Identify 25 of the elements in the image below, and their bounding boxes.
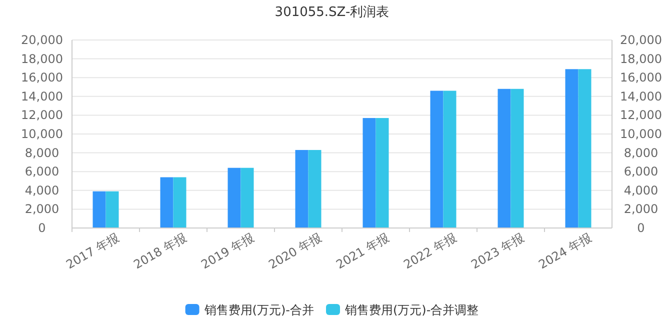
chart-title: 301055.SZ-利润表 bbox=[274, 5, 390, 20]
y2-tick-label: 18,000 bbox=[620, 52, 662, 66]
y-tick-label: 20,000 bbox=[21, 33, 63, 47]
y2-tick-label: 2,000 bbox=[624, 202, 658, 216]
y-tick-label: 10,000 bbox=[21, 127, 63, 141]
y2-tick-label: 12,000 bbox=[620, 108, 662, 122]
y-tick-label: 18,000 bbox=[21, 52, 63, 66]
y-tick-label: 12,000 bbox=[21, 108, 63, 122]
y-tick-label: 4,000 bbox=[24, 183, 60, 198]
y-tick-label: 14,000 bbox=[21, 89, 63, 104]
y2-tick-label: 8,000 bbox=[624, 146, 658, 160]
y2-tick-label: 6,000 bbox=[624, 164, 658, 179]
y-tick-label: 8,000 bbox=[24, 146, 60, 160]
y-tick-label: 0 bbox=[38, 221, 46, 235]
y2-tick-label: 4,000 bbox=[624, 183, 658, 198]
legend-label: 销售费用(万元)-合并 bbox=[203, 303, 314, 317]
y2-tick-label: 14,000 bbox=[620, 89, 662, 104]
y2-tick-label: 20,000 bbox=[620, 33, 662, 47]
y2-tick-label: 0 bbox=[637, 221, 645, 235]
y-tick-label: 16,000 bbox=[21, 70, 63, 85]
legend-label: 销售费用(万元)-合并调整 bbox=[344, 303, 479, 317]
y2-tick-label: 10,000 bbox=[620, 127, 662, 141]
y2-tick-label: 16,000 bbox=[620, 70, 662, 85]
y-tick-label: 6,000 bbox=[24, 164, 60, 179]
y-tick-label: 2,000 bbox=[24, 202, 60, 216]
